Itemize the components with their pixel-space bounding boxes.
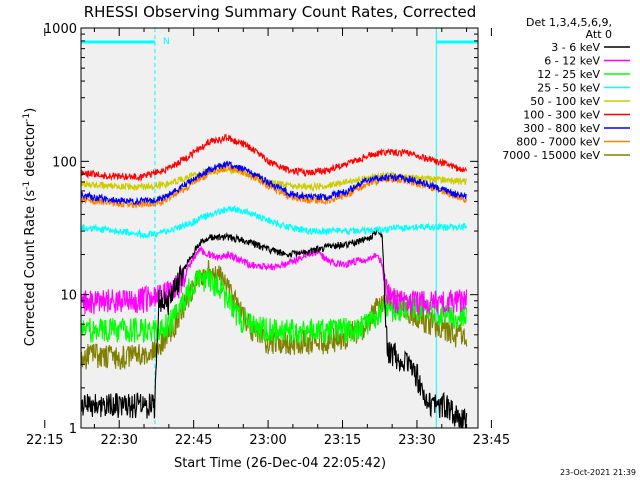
y-tick-label-1: 10 [60, 289, 77, 304]
x-tick-label-1: 22:30 [100, 433, 137, 448]
legend-header-1: Att 0 [586, 28, 612, 41]
night-markers: N [81, 28, 478, 428]
y-axis-label: Corrected Count Rate (s-1 detector-1) [22, 108, 38, 346]
plot-area [81, 28, 478, 428]
chart-title: RHESSI Observing Summary Count Rates, Co… [84, 3, 477, 21]
x-tick-label-2: 22:45 [175, 433, 212, 448]
legend-label-6: 300 - 800 keV [523, 122, 600, 135]
legend-label-3: 25 - 50 keV [537, 82, 600, 95]
footer-timestamp: 23-Oct-2021 21:39 [560, 468, 636, 477]
legend-label-1: 6 - 12 keV [544, 55, 600, 68]
plot-background [81, 28, 478, 428]
plot-frame [80, 27, 479, 429]
series-layer [80, 133, 468, 429]
y-tick-label-2: 100 [52, 155, 77, 170]
night-label: N [163, 37, 170, 47]
x-tick-label-0: 22:15 [26, 433, 63, 448]
legend-label-0: 3 - 6 keV [551, 41, 600, 54]
series-line-3 [80, 204, 468, 240]
x-tick-label-4: 23:15 [324, 433, 361, 448]
legend-label-7: 800 - 7000 keV [516, 136, 600, 149]
x-axis-label: Start Time (26-Dec-04 22:05:42) [174, 456, 386, 471]
legend-label-4: 50 - 100 keV [530, 95, 600, 108]
series-line-4 [80, 166, 468, 192]
legend-label-8: 7000 - 15000 keV [502, 149, 600, 162]
series-line-7 [80, 163, 468, 209]
series-line-0 [80, 228, 468, 429]
series-line-6 [80, 160, 467, 206]
x-tick-label-5: 23:30 [398, 433, 435, 448]
legend-header-0: Det 1,3,4,5,6,9, [526, 16, 612, 29]
y-tick-label-0: 1 [69, 422, 77, 437]
series-line-1 [80, 245, 468, 316]
y-tick-label-3: 1000 [44, 22, 77, 37]
legend-label-5: 100 - 300 keV [523, 109, 600, 122]
x-tick-label-3: 23:00 [249, 433, 286, 448]
series-line-5 [80, 133, 468, 182]
legend-label-2: 12 - 25 keV [537, 68, 600, 81]
x-tick-label-6: 23:45 [473, 433, 510, 448]
axes: 1 10 100 1000 22:15 22:30 22:45 23:00 23:15 23:30… [26, 22, 510, 448]
